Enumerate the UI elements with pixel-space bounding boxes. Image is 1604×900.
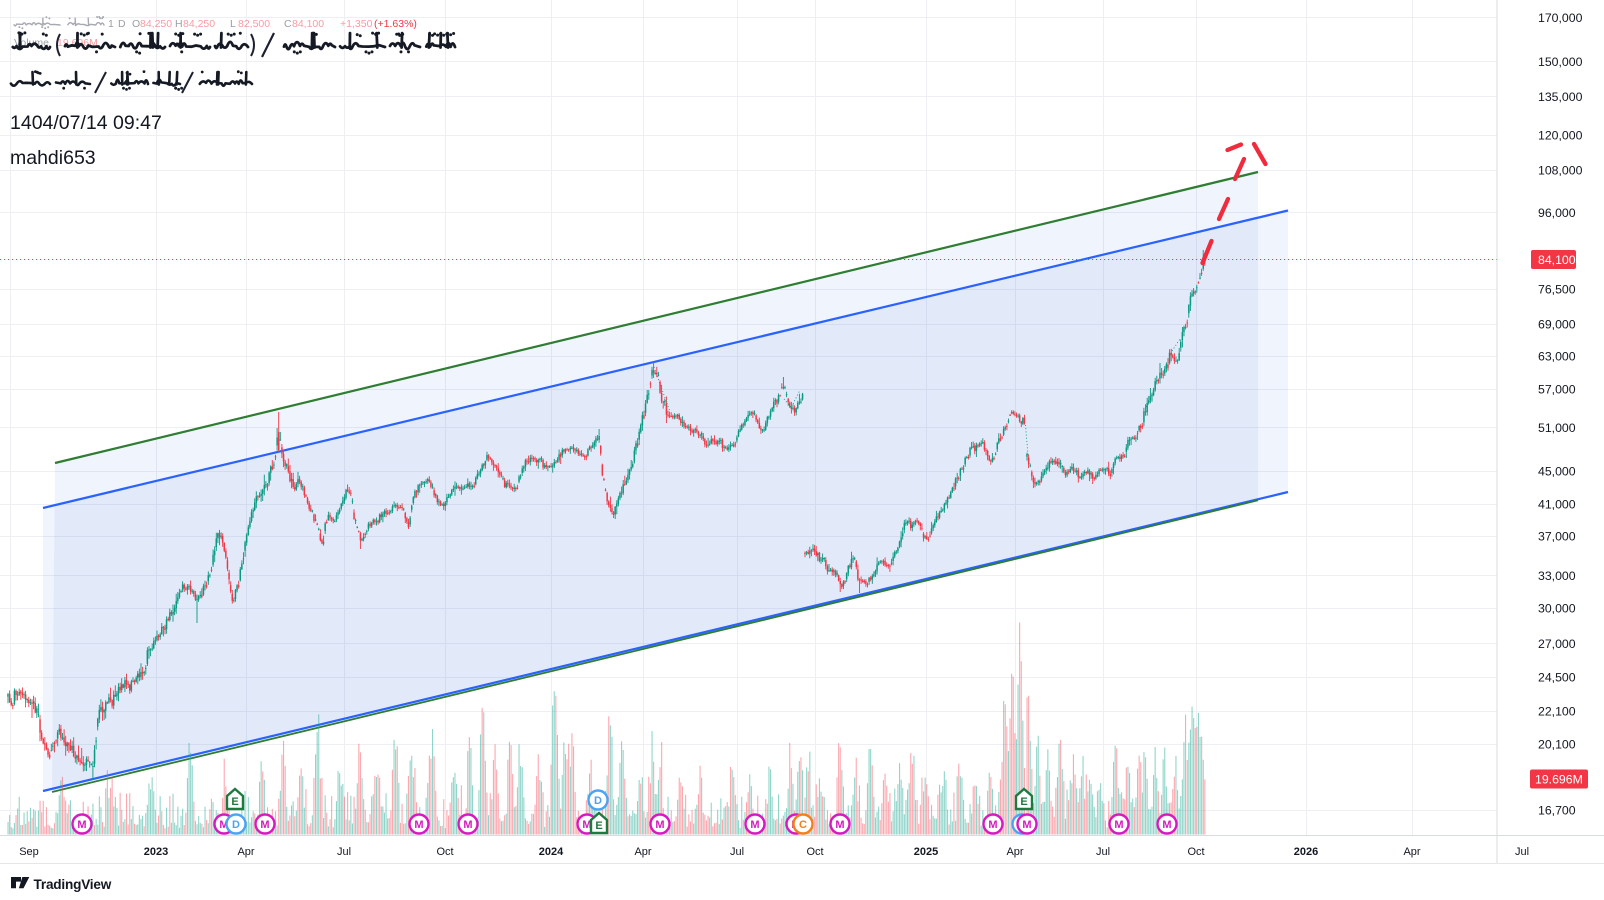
svg-text:M: M <box>260 819 269 831</box>
svg-text:Apr: Apr <box>634 846 651 858</box>
svg-text:19.696M: 19.696M <box>1535 773 1583 787</box>
svg-text:TradingView: TradingView <box>34 877 112 892</box>
svg-text:O: O <box>132 18 140 30</box>
svg-text:Jul: Jul <box>730 846 744 858</box>
svg-text:M: M <box>219 819 228 831</box>
svg-text:L: L <box>230 18 236 30</box>
svg-text:M: M <box>1114 819 1123 831</box>
svg-text:M: M <box>77 819 86 831</box>
svg-text:M: M <box>463 819 472 831</box>
svg-text:C: C <box>799 819 807 831</box>
svg-text:D: D <box>232 819 240 831</box>
svg-text:M: M <box>750 819 759 831</box>
svg-text:M: M <box>1162 819 1171 831</box>
svg-text:M: M <box>414 819 423 831</box>
svg-text:D: D <box>594 795 602 807</box>
svg-text:M: M <box>835 819 844 831</box>
svg-text:150,000: 150,000 <box>1538 55 1583 69</box>
svg-text:170,000: 170,000 <box>1538 11 1583 25</box>
svg-text:E: E <box>595 820 602 832</box>
svg-text:1: 1 <box>108 18 114 30</box>
svg-text:2025: 2025 <box>914 846 938 858</box>
svg-text:C: C <box>284 18 292 30</box>
svg-text:Apr: Apr <box>237 846 254 858</box>
svg-text:Jul: Jul <box>1515 846 1529 858</box>
svg-text:(+1.63%): (+1.63%) <box>374 18 417 30</box>
svg-text:Sep: Sep <box>19 846 39 858</box>
svg-text:Apr: Apr <box>1006 846 1023 858</box>
svg-text:37,000: 37,000 <box>1538 529 1576 543</box>
svg-text:1404/07/14 09:47: 1404/07/14 09:47 <box>10 112 162 134</box>
svg-text:M: M <box>582 819 591 831</box>
svg-text:E: E <box>1020 796 1027 808</box>
svg-text:M: M <box>655 819 664 831</box>
svg-text:120,000: 120,000 <box>1538 128 1583 142</box>
svg-text:E: E <box>231 796 238 808</box>
svg-text:84,100: 84,100 <box>1538 253 1576 267</box>
svg-text:Oct: Oct <box>1187 846 1204 858</box>
svg-text:45,000: 45,000 <box>1538 464 1576 478</box>
svg-text:Jul: Jul <box>1096 846 1110 858</box>
svg-text:D: D <box>118 18 126 30</box>
svg-text:84,100: 84,100 <box>292 18 324 30</box>
svg-text:69,000: 69,000 <box>1538 317 1576 331</box>
svg-text:2026: 2026 <box>1294 846 1318 858</box>
svg-text:22,100: 22,100 <box>1538 704 1576 718</box>
svg-text:Apr: Apr <box>1403 846 1420 858</box>
svg-text:M: M <box>1022 819 1031 831</box>
svg-text:Oct: Oct <box>806 846 823 858</box>
svg-text:2024: 2024 <box>539 846 564 858</box>
svg-text:30,000: 30,000 <box>1538 601 1576 615</box>
svg-text:2023: 2023 <box>144 846 168 858</box>
svg-text:135,000: 135,000 <box>1538 90 1583 104</box>
svg-text:57,000: 57,000 <box>1538 382 1576 396</box>
svg-text:41,000: 41,000 <box>1538 497 1576 511</box>
svg-text:Jul: Jul <box>337 846 351 858</box>
svg-text:27,000: 27,000 <box>1538 637 1576 651</box>
svg-text:16,700: 16,700 <box>1538 803 1576 817</box>
svg-text:mahdi653: mahdi653 <box>10 147 96 169</box>
svg-text:76,500: 76,500 <box>1538 282 1576 296</box>
svg-text:84,250: 84,250 <box>183 18 215 30</box>
svg-text:96,000: 96,000 <box>1538 206 1576 220</box>
svg-text:H: H <box>175 18 183 30</box>
svg-text:63,000: 63,000 <box>1538 349 1576 363</box>
svg-text:82,500: 82,500 <box>238 18 270 30</box>
svg-text:108,000: 108,000 <box>1538 163 1583 177</box>
svg-text:+1,350: +1,350 <box>340 18 373 30</box>
svg-text:M: M <box>988 819 997 831</box>
svg-text:20,100: 20,100 <box>1538 737 1576 751</box>
svg-text:24,500: 24,500 <box>1538 670 1576 684</box>
svg-text:51,000: 51,000 <box>1538 421 1576 435</box>
svg-text:33,000: 33,000 <box>1538 569 1576 583</box>
svg-text:Oct: Oct <box>436 846 453 858</box>
svg-text:84,250: 84,250 <box>140 18 172 30</box>
